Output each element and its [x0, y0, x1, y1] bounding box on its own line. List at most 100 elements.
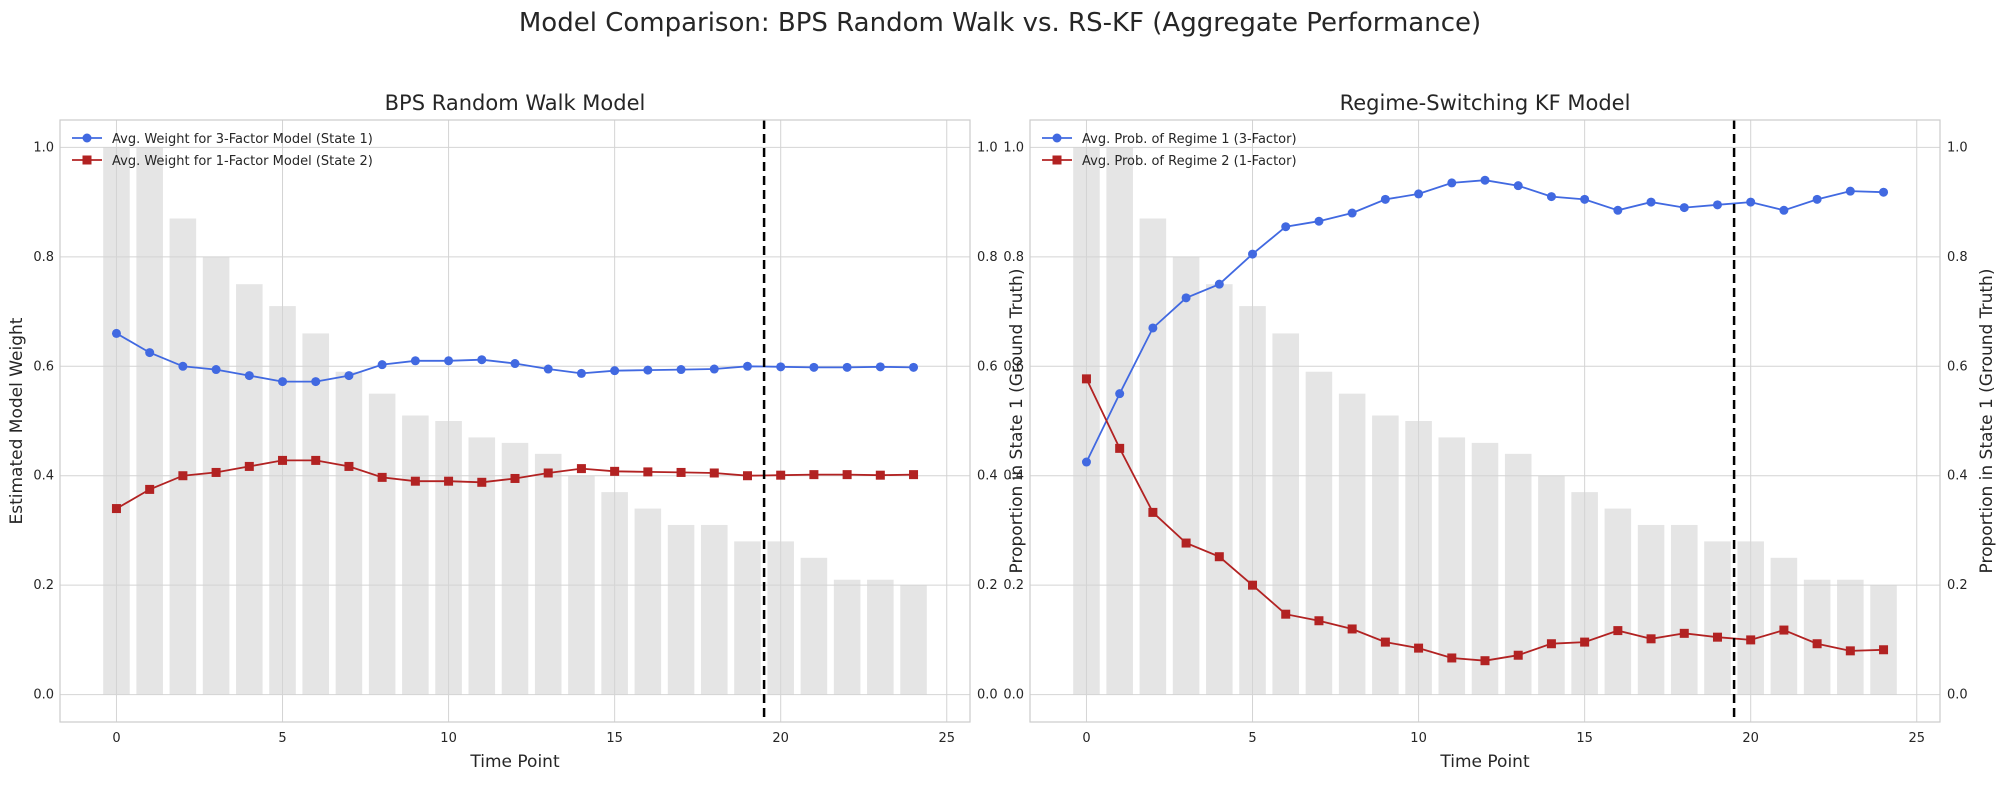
series-point [809, 362, 819, 372]
series-point [1248, 580, 1258, 590]
y-right-tick-label: 0.4 [1947, 469, 1968, 484]
series-point [1414, 189, 1424, 199]
y-tick-label: 0.8 [33, 250, 54, 265]
series-point [1613, 205, 1623, 215]
ground-truth-bar [468, 437, 496, 695]
series-point [1679, 203, 1689, 213]
series-point [1281, 609, 1291, 619]
series-point [1181, 293, 1191, 303]
series-point [444, 356, 454, 366]
series-point [543, 364, 553, 374]
ground-truth-bar [1438, 437, 1466, 695]
x-tick-label: 10 [440, 731, 457, 746]
series-point [244, 461, 254, 471]
y-right-tick-label: 0.6 [977, 359, 998, 374]
series-point [1081, 374, 1091, 384]
ground-truth-bar [700, 524, 728, 695]
legend: Avg. Weight for 3-Factor Model (State 1)… [72, 132, 373, 169]
series-point [1314, 616, 1324, 626]
series-point [676, 467, 686, 477]
y-tick-label: 0.6 [1003, 359, 1024, 374]
y-tick-label: 0.4 [1003, 469, 1024, 484]
series-point [1181, 538, 1191, 548]
series-point [410, 476, 420, 486]
ground-truth-bar [169, 218, 197, 695]
series-point [610, 466, 620, 476]
series-point [709, 468, 719, 478]
series-point [311, 455, 321, 465]
series-point [1414, 643, 1424, 653]
ground-truth-bar [1172, 256, 1200, 695]
series-point [1314, 216, 1324, 226]
y-right-tick-label: 1.0 [977, 140, 998, 155]
y-tick-label: 0.0 [1003, 688, 1024, 703]
series-point [1447, 653, 1457, 663]
plot-frame [1029, 119, 1941, 723]
series-point [875, 470, 885, 480]
series-point [1712, 200, 1722, 210]
y-tick-label: 1.0 [33, 140, 54, 155]
series-point [776, 362, 786, 372]
series-point [742, 361, 752, 371]
series-point [809, 470, 819, 480]
series-point [244, 371, 254, 381]
series-point [410, 356, 420, 366]
chart-panel-1: 0 5 10 15 20 25 0.0 0.2 0.4 0.6 0.8 1.0 0.0 0.2 0.4 0.6… [7, 91, 1027, 772]
ground-truth-bar [236, 284, 263, 695]
ground-truth-bar [1803, 579, 1831, 695]
series-point [842, 470, 852, 480]
series-point [1347, 208, 1357, 218]
y-axis-label: Estimated Model Weight [7, 317, 27, 524]
ground-truth-bar [1372, 415, 1399, 695]
series-point [1148, 507, 1158, 517]
ground-truth-bar [1637, 524, 1665, 695]
panel-title: BPS Random Walk Model [385, 91, 646, 115]
ground-truth-bar [867, 579, 894, 695]
ground-truth-bar [1206, 284, 1233, 695]
series-point [1513, 181, 1523, 191]
series-point [1347, 624, 1357, 634]
series-point [1746, 635, 1756, 645]
y-right-tick-label: 0.8 [1947, 250, 1968, 265]
ground-truth-bar [1670, 524, 1698, 695]
plot-frame [59, 119, 971, 723]
ground-truth-bar [1571, 492, 1598, 695]
x-tick-label: 15 [1576, 731, 1593, 746]
ground-truth-bar [1073, 147, 1100, 695]
y-tick-label: 0.4 [33, 469, 54, 484]
x-axis-label: Time Point [469, 752, 560, 772]
y-right-tick-label: 0.0 [1947, 688, 1968, 703]
x-tick-label: 25 [938, 731, 955, 746]
series-point [344, 371, 354, 381]
ground-truth-bar [269, 306, 296, 695]
series-point [145, 348, 155, 358]
series-point [1712, 632, 1722, 642]
series-point [111, 504, 121, 514]
ground-truth-bar [1338, 393, 1366, 695]
legend-marker [82, 155, 92, 165]
ground-truth-bar [1139, 218, 1167, 695]
legend-marker [1052, 155, 1062, 165]
series-point [1115, 443, 1125, 453]
series-point [676, 365, 686, 375]
series-point [1480, 656, 1490, 666]
ground-truth-bar [1239, 306, 1266, 695]
y-right-tick-label: 0.2 [1947, 578, 1968, 593]
ground-truth-bar [1106, 147, 1133, 695]
y-right-axis-label: Proportion in State 1 (Ground Truth) [1007, 269, 1027, 574]
ground-truth-bar [1405, 421, 1432, 695]
series-point [1845, 646, 1855, 656]
ground-truth-bar [534, 453, 562, 695]
y-right-axis-label: Proportion in State 1 (Ground Truth) [1977, 269, 1997, 574]
ground-truth-bar [634, 508, 662, 695]
series-point [1480, 175, 1490, 185]
ground-truth-bar [1870, 585, 1897, 695]
series-point [111, 328, 121, 338]
ground-truth-bar [601, 492, 628, 695]
series-point [1646, 634, 1656, 644]
series-point [211, 467, 221, 477]
x-tick-label: 15 [606, 731, 623, 746]
ground-truth-bar [900, 585, 927, 695]
ground-truth-bar [667, 524, 695, 695]
